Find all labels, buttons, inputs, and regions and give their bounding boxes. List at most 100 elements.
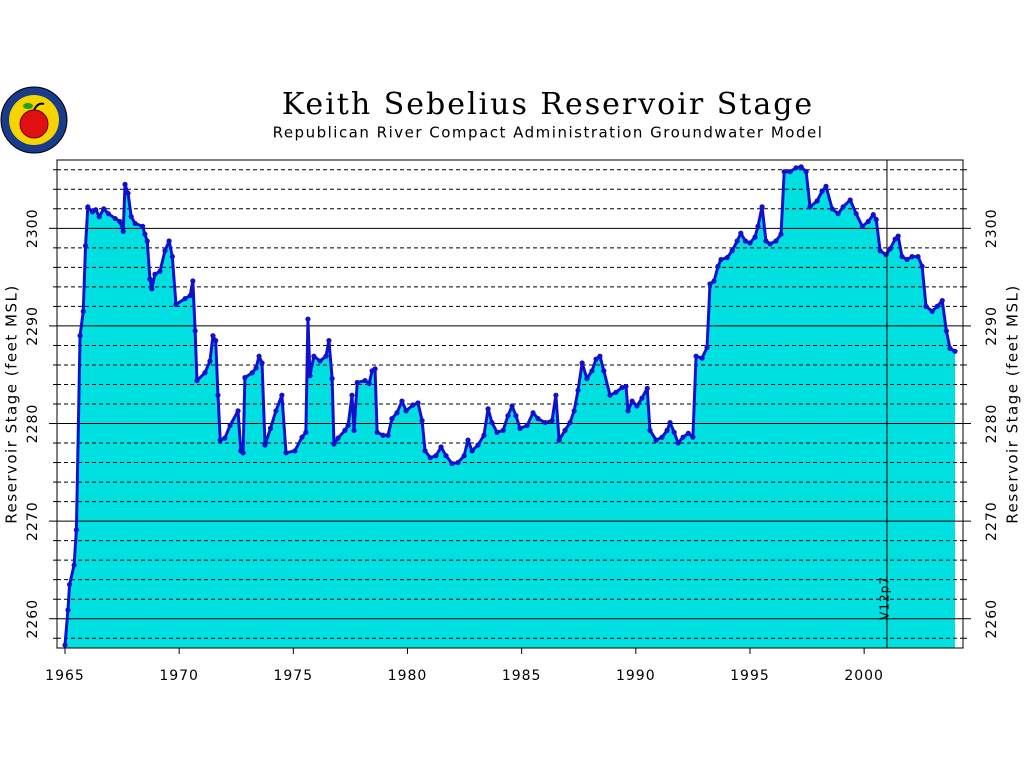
point bbox=[149, 286, 155, 292]
point bbox=[215, 392, 221, 398]
x-tick-label: 1995 bbox=[730, 668, 770, 684]
point bbox=[899, 254, 905, 260]
point bbox=[305, 316, 311, 322]
point bbox=[71, 562, 77, 568]
point bbox=[410, 402, 416, 408]
point bbox=[292, 448, 298, 454]
point bbox=[80, 308, 86, 314]
point bbox=[787, 169, 793, 175]
point bbox=[259, 360, 265, 366]
y2-tick-label: 2280 bbox=[984, 404, 1000, 444]
point bbox=[734, 238, 740, 244]
point bbox=[117, 218, 123, 225]
point bbox=[947, 345, 953, 351]
point bbox=[667, 419, 673, 426]
point bbox=[814, 198, 820, 204]
point bbox=[494, 429, 500, 435]
point bbox=[311, 353, 317, 359]
point bbox=[747, 240, 753, 246]
point bbox=[835, 211, 841, 217]
point bbox=[895, 233, 901, 239]
point bbox=[190, 278, 196, 284]
point bbox=[122, 181, 128, 187]
x-tick-label: 1975 bbox=[273, 668, 313, 684]
point bbox=[778, 231, 784, 237]
point bbox=[283, 450, 289, 456]
point bbox=[438, 444, 444, 450]
point bbox=[169, 254, 175, 260]
point bbox=[819, 188, 825, 194]
point bbox=[132, 220, 138, 227]
point bbox=[166, 238, 172, 244]
logo bbox=[0, 86, 68, 154]
point bbox=[147, 276, 153, 282]
point bbox=[85, 204, 91, 210]
point bbox=[329, 376, 335, 382]
point bbox=[535, 416, 541, 422]
point bbox=[455, 459, 461, 466]
point bbox=[389, 416, 395, 422]
point bbox=[112, 215, 118, 222]
point bbox=[517, 425, 523, 431]
point bbox=[372, 366, 378, 372]
y2-tick-label: 2290 bbox=[984, 306, 1000, 346]
y-tick-label: 2280 bbox=[25, 404, 41, 444]
point bbox=[887, 246, 893, 252]
point bbox=[759, 204, 765, 210]
point bbox=[202, 370, 208, 376]
point bbox=[207, 358, 213, 364]
point bbox=[619, 384, 625, 391]
point bbox=[693, 353, 699, 359]
y-axis-label: Reservoir Stage (feet MSL) bbox=[3, 284, 21, 523]
point bbox=[307, 373, 313, 379]
point bbox=[213, 337, 219, 344]
point bbox=[853, 211, 859, 217]
point bbox=[82, 243, 89, 249]
point bbox=[613, 389, 619, 395]
point bbox=[690, 434, 696, 440]
point bbox=[267, 425, 274, 431]
point bbox=[763, 238, 769, 244]
point bbox=[222, 435, 228, 441]
point bbox=[240, 450, 246, 456]
point bbox=[873, 216, 879, 223]
point bbox=[823, 183, 829, 189]
point bbox=[513, 413, 519, 419]
point bbox=[607, 392, 613, 398]
point bbox=[273, 408, 279, 414]
point bbox=[422, 448, 428, 454]
point bbox=[680, 434, 686, 440]
point bbox=[675, 440, 681, 446]
x-tick-label: 2000 bbox=[844, 668, 884, 684]
point bbox=[93, 207, 99, 213]
chart-title: Keith Sebelius Reservoir Stage bbox=[282, 87, 814, 122]
point bbox=[399, 398, 405, 404]
point bbox=[742, 238, 749, 244]
point bbox=[419, 417, 425, 424]
point bbox=[317, 358, 323, 364]
point bbox=[403, 408, 409, 414]
point bbox=[73, 527, 80, 533]
point bbox=[331, 441, 337, 447]
point bbox=[530, 410, 536, 416]
point bbox=[829, 206, 835, 212]
point bbox=[162, 248, 168, 254]
point bbox=[724, 255, 730, 261]
point bbox=[718, 256, 724, 263]
point bbox=[671, 429, 677, 435]
point bbox=[362, 377, 368, 384]
point bbox=[707, 281, 713, 287]
point bbox=[793, 165, 799, 171]
point bbox=[767, 241, 773, 247]
point bbox=[380, 432, 386, 438]
point bbox=[242, 375, 248, 381]
point bbox=[140, 223, 146, 229]
point bbox=[798, 164, 804, 170]
point bbox=[66, 581, 73, 588]
point bbox=[262, 442, 268, 448]
point bbox=[584, 376, 590, 382]
point bbox=[235, 408, 241, 414]
point bbox=[253, 365, 259, 371]
point bbox=[194, 377, 200, 384]
point bbox=[182, 295, 188, 302]
